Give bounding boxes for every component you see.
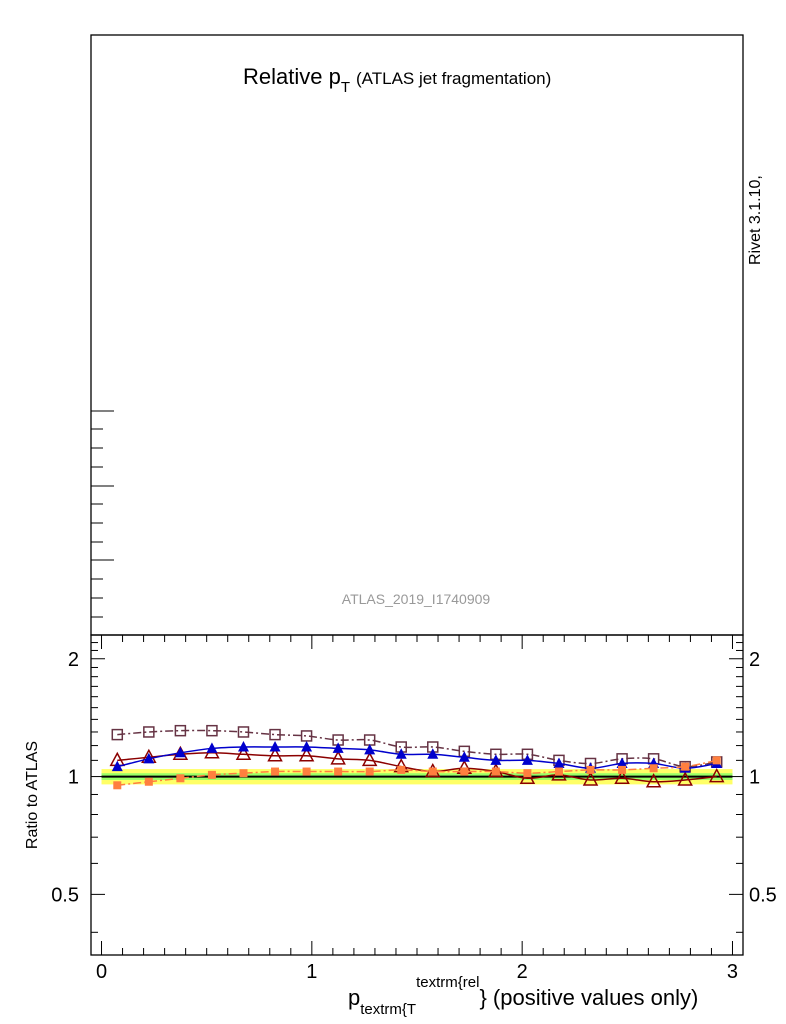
rivet-version-label: Rivet 3.1.10,	[747, 175, 764, 265]
series-1-point	[143, 726, 155, 738]
series-2-point	[298, 747, 315, 762]
series-4-point	[428, 767, 437, 776]
series-1-point	[206, 724, 218, 737]
series-4-point	[144, 777, 153, 786]
series-3-point	[206, 742, 218, 753]
series-2-point	[361, 751, 378, 767]
series-3-point	[490, 754, 502, 765]
series-3-point	[301, 741, 313, 752]
main-panel-yticks	[91, 410, 114, 618]
y-tick-label: 1	[68, 767, 79, 789]
series-1-line	[117, 729, 717, 768]
series-3-point	[553, 757, 565, 768]
x-tick-label: 0	[96, 961, 107, 983]
series-2-point	[708, 767, 725, 783]
series-3-point	[521, 754, 533, 765]
y-tick-label-right: 1	[749, 767, 760, 789]
title-subscript: T	[341, 79, 350, 96]
series-4-point	[491, 767, 500, 776]
series-4-point	[365, 767, 374, 776]
series-4-point	[649, 764, 658, 773]
ratio-axis-ticks	[91, 635, 743, 955]
series-4-point	[554, 767, 563, 776]
y-axis-label: Ratio to ATLAS	[24, 741, 41, 849]
series-4-point	[113, 781, 122, 790]
series-1-point	[237, 726, 250, 738]
y-tick-label: 2	[68, 649, 79, 671]
ratio-panel-frame	[90, 634, 744, 956]
series-4	[113, 756, 721, 790]
series-2-point	[582, 771, 599, 786]
x-axis-label-sub: textrm{T	[360, 1001, 416, 1018]
x-axis-label-rest: } (positive values only)	[479, 985, 698, 1010]
series-3-point	[395, 748, 407, 759]
series-4-point	[523, 769, 532, 778]
series-2-point	[677, 771, 693, 786]
series-2-point	[519, 769, 536, 785]
y-tick-label-right: 2	[749, 649, 760, 671]
series-2-point	[645, 773, 662, 788]
series-3-point	[332, 742, 344, 753]
series-3-point	[364, 743, 376, 755]
x-axis-label-p: p	[348, 985, 360, 1010]
series-3-point	[237, 741, 249, 752]
x-axis-label: ptextrm{Ttextrm{rel} (positive values on…	[348, 974, 698, 1018]
series-3-point	[143, 752, 155, 764]
series-3-point	[269, 741, 281, 752]
x-axis-label-sup: textrm{rel	[416, 974, 479, 991]
x-tick-label: 2	[517, 961, 528, 983]
series-2-point	[614, 769, 630, 785]
series-4-point	[397, 765, 406, 774]
series-3-point	[174, 746, 186, 758]
series-4-point	[207, 770, 216, 779]
series-4-point	[681, 762, 690, 771]
series-3	[111, 741, 723, 773]
series-1-point	[269, 728, 281, 741]
series-4-point	[460, 767, 469, 776]
y-tick-label: 0.5	[51, 884, 79, 906]
series-3-point	[458, 751, 470, 762]
series-4-point	[271, 767, 280, 776]
y-tick-label-right: 0.5	[749, 884, 777, 906]
series-2-point	[330, 750, 346, 765]
series-4-point	[176, 774, 185, 783]
series-3-point	[616, 757, 628, 768]
series-3-point	[111, 760, 123, 772]
x-tick-label: 1	[306, 961, 317, 983]
series-2-point	[235, 745, 252, 761]
x-tick-label: 3	[727, 961, 738, 983]
chart-title: Relative pT (ATLAS jet fragmentation)	[243, 64, 551, 96]
main-panel-frame	[90, 34, 744, 636]
title-extra: (ATLAS jet fragmentation)	[356, 69, 551, 88]
series-3-point	[427, 748, 439, 759]
series-4-point	[334, 767, 343, 776]
series-4-point	[239, 769, 248, 778]
series-4-point	[712, 756, 721, 765]
series-4-point	[302, 767, 311, 776]
series-1-point	[174, 724, 187, 737]
analysis-watermark: ATLAS_2019_I1740909	[342, 591, 491, 607]
series-1-point	[300, 730, 313, 742]
ratio-plot-area: 0 1 2 3 0.5 0.5 1 1 2 2	[51, 635, 777, 983]
series-2-point	[267, 747, 283, 762]
series-1-point	[111, 728, 124, 741]
series-4-point	[586, 765, 595, 774]
series-4-point	[618, 765, 627, 774]
